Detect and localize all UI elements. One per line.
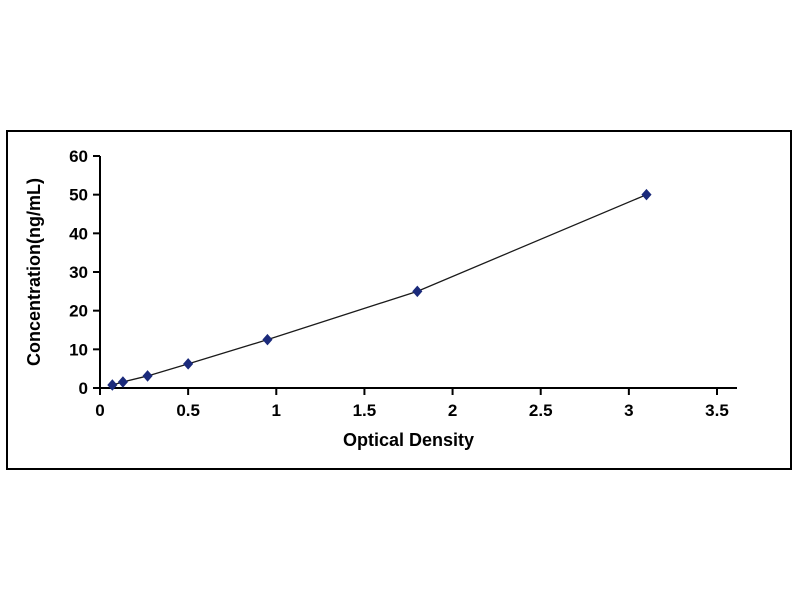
- x-tick-label: 0: [95, 401, 104, 420]
- y-tick-label: 50: [69, 186, 88, 205]
- y-tick-label: 40: [69, 224, 88, 243]
- data-point-marker: [183, 358, 194, 370]
- data-point-marker: [142, 370, 153, 382]
- data-point-marker: [107, 379, 118, 391]
- x-tick-label: 1: [272, 401, 281, 420]
- x-tick-label: 0.5: [176, 401, 200, 420]
- y-tick-label: 10: [69, 340, 88, 359]
- chart-frame: 0 10 20 30 40 50 60 0 0.5 1 1.5 2 2.5 3 3.5 Optical Den…: [6, 130, 792, 470]
- chart-svg: 0 10 20 30 40 50 60 0 0.5 1 1.5 2 2.5 3 3.5 Optical Den…: [24, 147, 737, 450]
- data-point-marker: [262, 333, 273, 346]
- y-tick-label: 0: [79, 379, 88, 398]
- y-axis-title: Concentration(ng/mL): [24, 178, 44, 366]
- x-tick-label: 2: [448, 401, 457, 420]
- data-point-marker: [117, 376, 128, 388]
- data-point-marker: [641, 188, 652, 201]
- series-line: [112, 194, 647, 386]
- x-axis-title: Optical Density: [343, 430, 474, 450]
- x-tick-label: 3.5: [705, 401, 729, 420]
- y-tick-label: 30: [69, 263, 88, 282]
- y-tick-label: 60: [69, 147, 88, 166]
- x-tick-label: 1.5: [353, 401, 377, 420]
- y-tick-label: 20: [69, 302, 88, 321]
- x-tick-label: 3: [624, 401, 633, 420]
- data-point-marker: [412, 285, 423, 298]
- x-tick-label: 2.5: [529, 401, 553, 420]
